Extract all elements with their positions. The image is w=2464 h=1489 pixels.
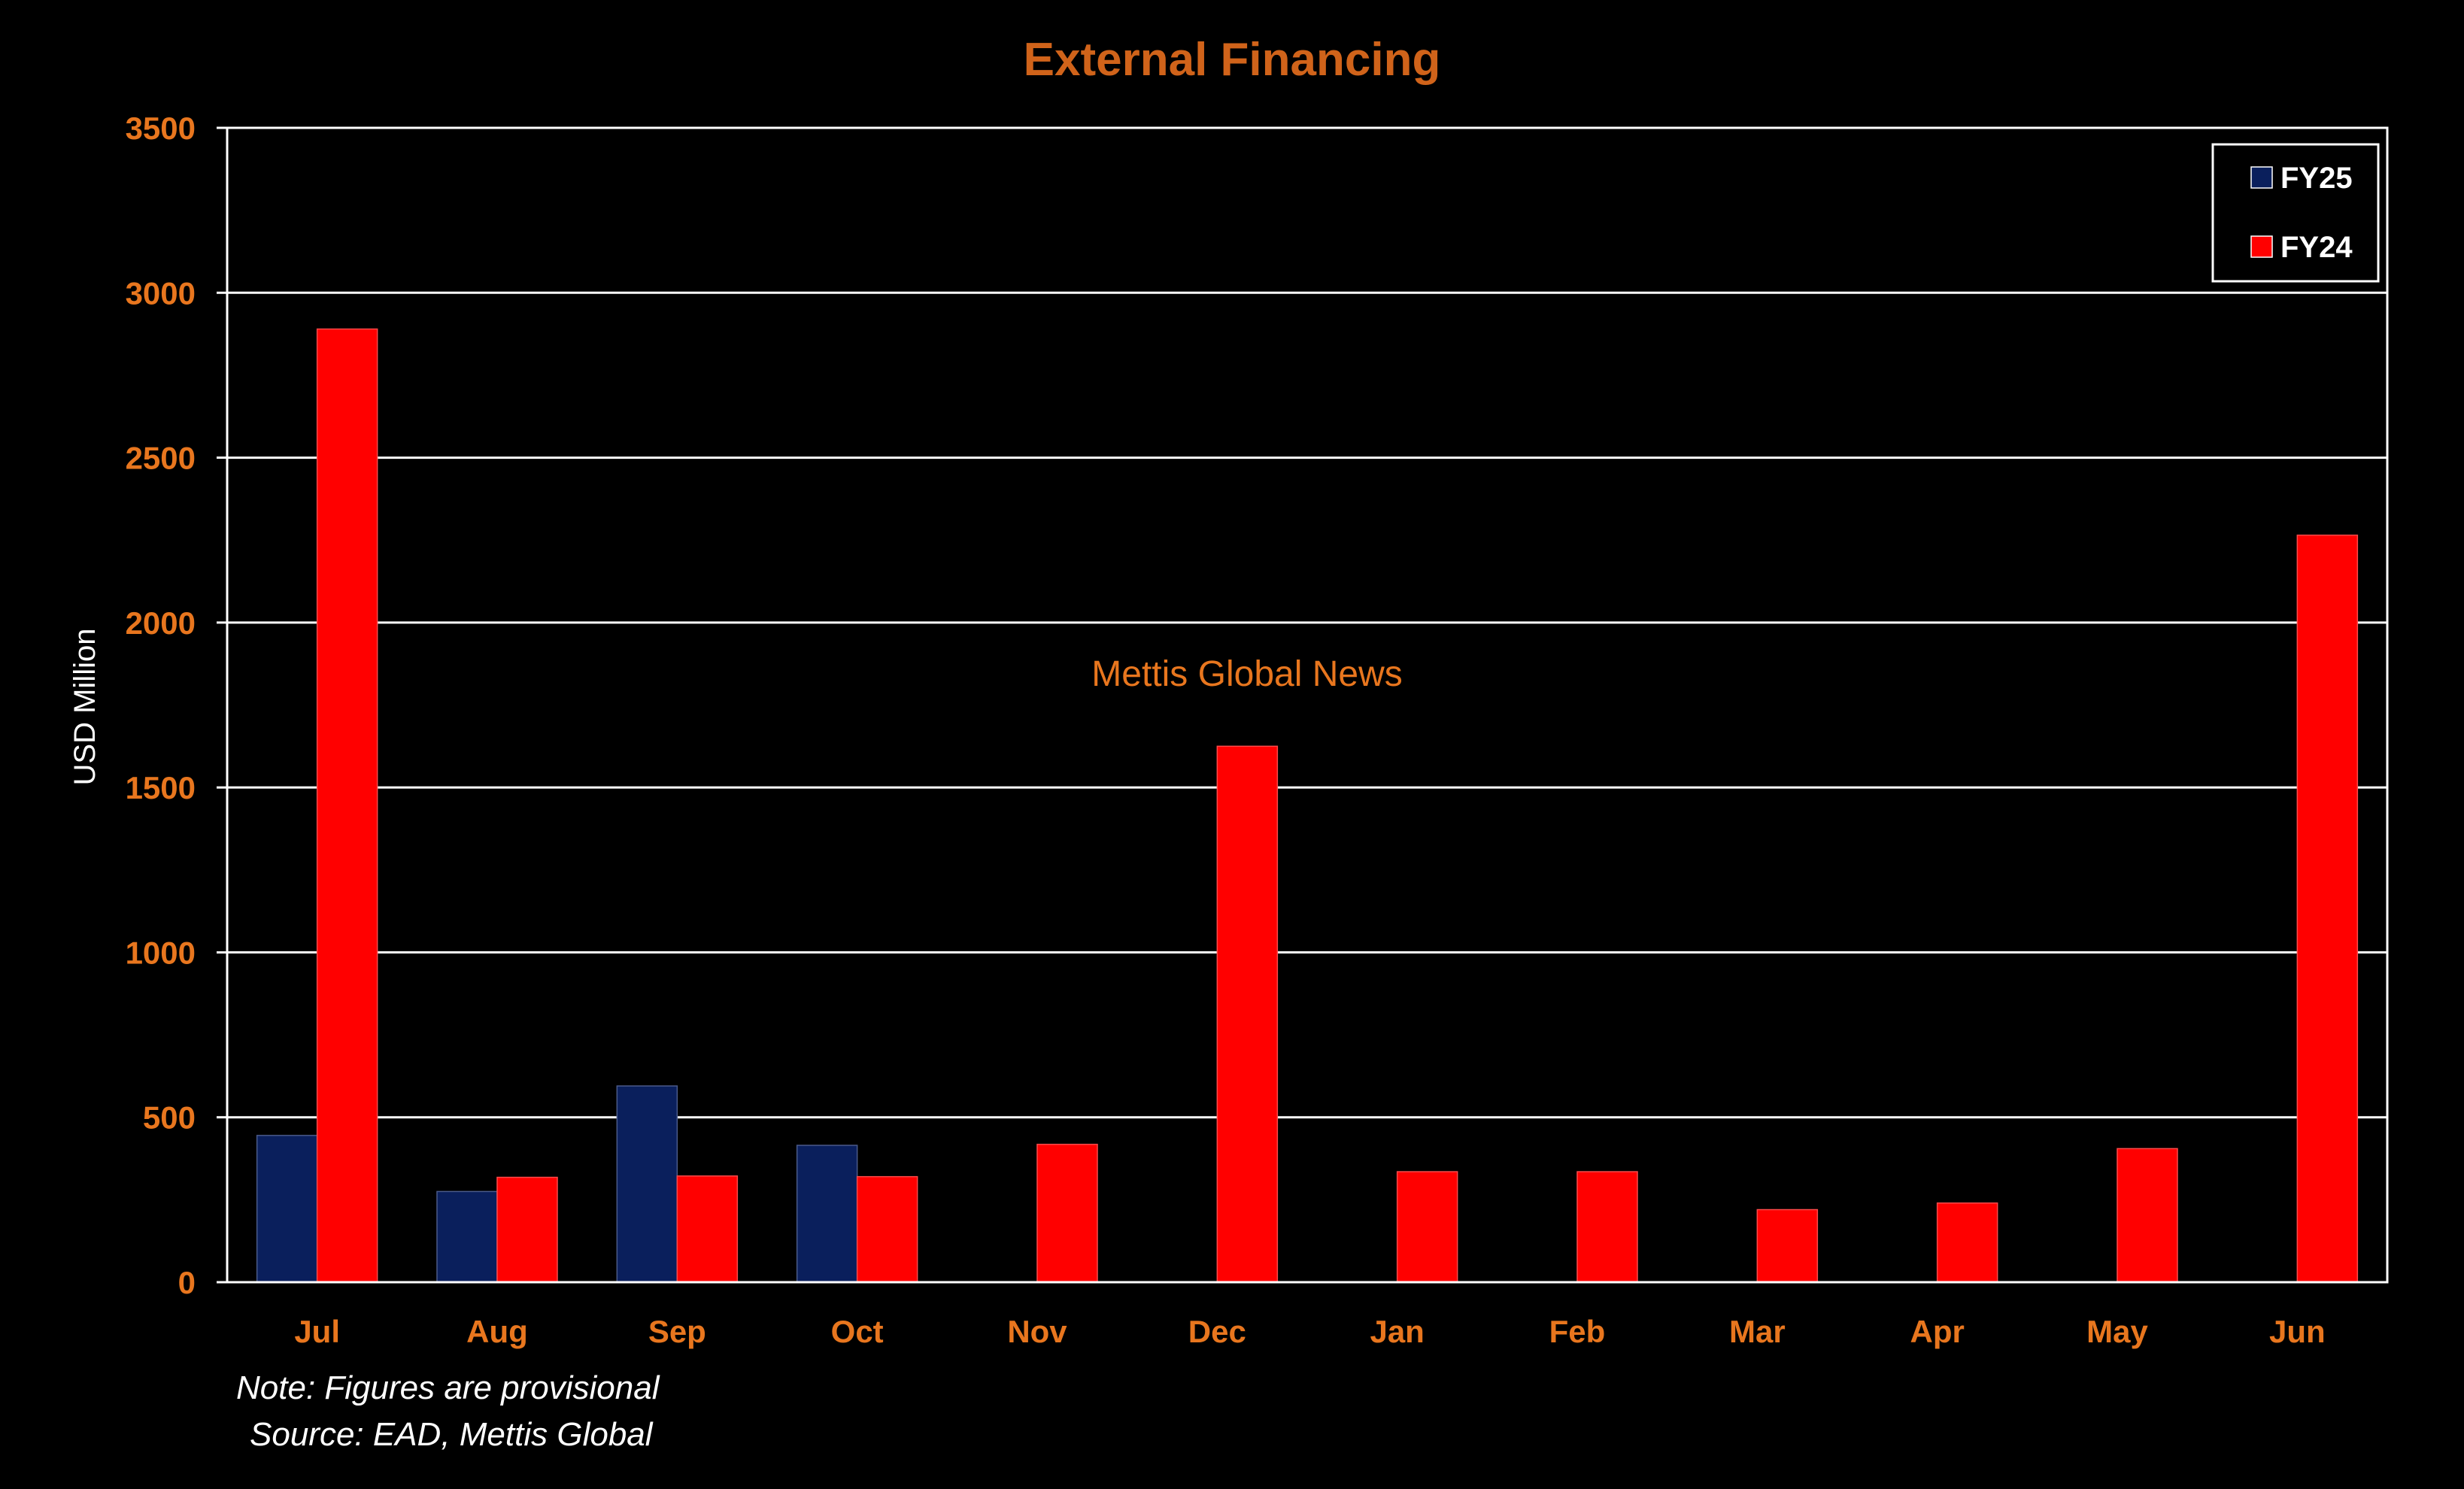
x-tick-label: Jul: [294, 1314, 340, 1349]
chart-title: External Financing: [1024, 34, 1441, 86]
bar-fy25-oct: [796, 1145, 858, 1283]
x-tick-label: Dec: [1188, 1314, 1246, 1349]
bar-fy24-apr: [1936, 1202, 1998, 1283]
bar-fy25-jul: [256, 1135, 318, 1283]
bars: [256, 328, 2359, 1283]
y-tick-label: 1000: [126, 935, 196, 970]
x-axis-ticks: Jul Aug Sep Oct Nov Dec Jan Feb Mar Apr May Jun: [294, 1314, 2325, 1349]
y-tick-label: 1500: [126, 770, 196, 805]
x-tick-label: Feb: [1549, 1314, 1606, 1349]
plot-frame: [226, 126, 2389, 1284]
y-axis-label: USD Million: [68, 629, 102, 786]
bar-fy24-aug: [496, 1176, 558, 1283]
bar-fy24-jul: [316, 328, 378, 1283]
watermark: Mettis Global News: [1091, 654, 1402, 694]
bar-fy24-oct: [856, 1175, 918, 1283]
bar-fy24-dec: [1216, 745, 1279, 1283]
bar-fy24-jan: [1396, 1171, 1458, 1283]
x-tick-label: Nov: [1007, 1314, 1067, 1349]
x-tick-label: May: [2086, 1314, 2148, 1349]
legend: FY25 FY24: [2211, 143, 2380, 283]
legend-box: [2211, 143, 2380, 283]
source-text: Source: EAD, Mettis Global: [250, 1416, 654, 1453]
x-tick-label: Oct: [831, 1314, 884, 1349]
y-tick-label: 2000: [126, 605, 196, 641]
bar-fy24-nov: [1036, 1143, 1098, 1283]
bar-fy24-may: [2117, 1148, 2178, 1283]
y-tick-label: 500: [143, 1100, 196, 1136]
legend-label-fy24: FY24: [2280, 231, 2353, 264]
note-text: Note: Figures are provisional: [236, 1369, 660, 1406]
legend-label-fy25: FY25: [2280, 162, 2353, 195]
bar-fy24-sep: [676, 1175, 739, 1283]
y-tick-label: 2500: [126, 441, 196, 476]
bar-fy24-feb: [1576, 1171, 1638, 1283]
y-tick-label: 0: [178, 1265, 196, 1300]
bar-fy24-jun: [2296, 534, 2359, 1283]
y-tick-label: 3500: [126, 111, 196, 146]
legend-swatch-fy24: [2250, 235, 2273, 258]
legend-swatch-fy25: [2250, 166, 2273, 189]
x-tick-label: Mar: [1729, 1314, 1786, 1349]
x-tick-label: Jan: [1370, 1314, 1424, 1349]
x-tick-label: Apr: [1910, 1314, 1964, 1349]
y-tick-label: 3000: [126, 275, 196, 311]
bar-fy24-mar: [1756, 1208, 1819, 1283]
x-tick-label: Aug: [466, 1314, 528, 1349]
y-axis-ticks: 0 500 1000 1500 2000 2500 3000 3500: [126, 111, 227, 1300]
bar-fy25-sep: [616, 1085, 678, 1283]
x-tick-label: Jun: [2269, 1314, 2326, 1349]
bar-fy25-aug: [436, 1190, 498, 1283]
x-tick-label: Sep: [648, 1314, 706, 1349]
